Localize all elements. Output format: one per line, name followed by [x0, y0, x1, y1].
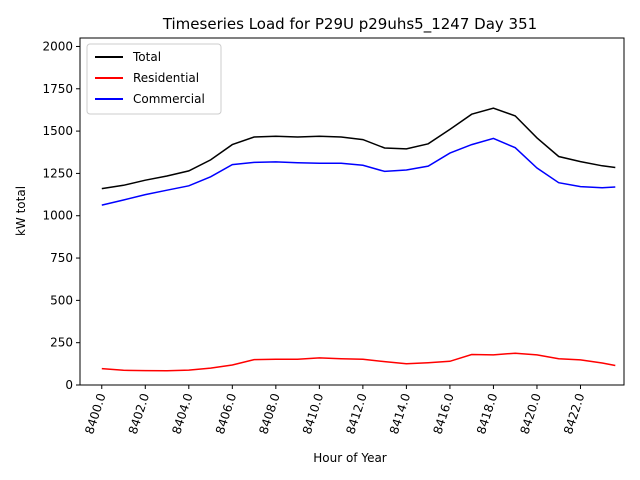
- legend-box: [86, 43, 222, 115]
- legend-label-residential: Residential: [133, 71, 199, 85]
- x-tick-label: 8412.0: [343, 392, 369, 436]
- series-line-commercial: [101, 137, 616, 206]
- x-tick-label: 8414.0: [387, 392, 413, 436]
- y-tick-label: 750: [50, 251, 73, 265]
- x-tick-label: 8406.0: [213, 392, 239, 436]
- legend-label-total: Total: [132, 50, 161, 64]
- y-axis: 0 250 500 750 1000 1250 1500 1750 2000: [42, 39, 80, 392]
- y-tick-label: 0: [65, 378, 73, 392]
- y-axis-label: kW total: [14, 186, 28, 236]
- x-tick-label: 8418.0: [474, 392, 500, 436]
- series-layer: [101, 107, 616, 372]
- y-tick-label: 1250: [42, 166, 73, 180]
- y-tick-label: 250: [50, 336, 73, 350]
- plot-frame: [79, 37, 625, 386]
- y-tick-label: 1500: [42, 124, 73, 138]
- x-tick-label: 8400.0: [82, 392, 108, 436]
- y-tick-label: 1750: [42, 82, 73, 96]
- legend: Total Residential Commercial: [86, 43, 222, 115]
- series-line-total: [101, 107, 616, 190]
- x-tick-label: 8408.0: [256, 392, 282, 436]
- x-tick-label: 8420.0: [518, 392, 544, 436]
- legend-label-commercial: Commercial: [133, 92, 205, 106]
- x-tick-label: 8402.0: [126, 392, 152, 436]
- x-axis: 8400.0 8402.0 8404.0 8406.0 8408.0 8410.0 8412…: [82, 385, 587, 436]
- y-tick-label: 1000: [42, 209, 73, 223]
- y-tick-label: 2000: [42, 39, 73, 53]
- x-tick-label: 8422.0: [561, 392, 587, 436]
- series-line-residential: [101, 352, 616, 372]
- y-tick-label: 500: [50, 293, 73, 307]
- x-tick-label: 8416.0: [430, 392, 456, 436]
- x-tick-label: 8404.0: [169, 392, 195, 436]
- x-axis-label: Hour of Year: [313, 451, 387, 465]
- chart-title: Timeseries Load for P29U p29uhs5_1247 Da…: [162, 15, 537, 34]
- x-tick-label: 8410.0: [300, 392, 326, 436]
